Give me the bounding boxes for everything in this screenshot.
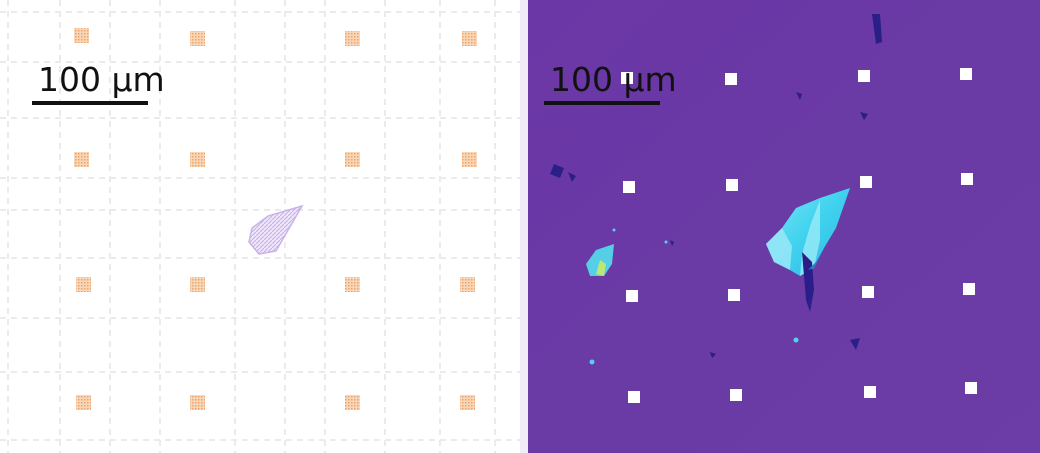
marker bbox=[74, 152, 89, 167]
alignment-markers bbox=[74, 28, 477, 410]
micrograph-panel: 100 µm bbox=[520, 0, 1040, 453]
debris bbox=[550, 14, 882, 358]
flake-outline bbox=[248, 204, 304, 255]
bright-specks bbox=[589, 228, 799, 365]
marker bbox=[860, 176, 872, 188]
small-flake bbox=[586, 244, 614, 276]
scalebar-label: 100 µm bbox=[550, 60, 677, 99]
marker bbox=[460, 277, 475, 292]
marker bbox=[345, 31, 360, 46]
marker bbox=[621, 72, 633, 84]
marker bbox=[190, 31, 205, 46]
large-flake bbox=[766, 188, 850, 312]
pattern-map-panel: 100 µm bbox=[0, 0, 520, 453]
marker bbox=[858, 70, 870, 82]
marker bbox=[626, 290, 638, 302]
grid-lines bbox=[0, 0, 520, 453]
marker bbox=[462, 152, 477, 167]
marker bbox=[190, 395, 205, 410]
marker bbox=[960, 68, 972, 80]
marker bbox=[628, 391, 640, 403]
marker bbox=[726, 179, 738, 191]
marker bbox=[462, 31, 477, 46]
marker bbox=[190, 152, 205, 167]
micrograph-graphic bbox=[520, 0, 1040, 453]
marker bbox=[76, 395, 91, 410]
marker bbox=[345, 277, 360, 292]
marker bbox=[965, 382, 977, 394]
scalebar-label: 100 µm bbox=[38, 60, 165, 99]
marker bbox=[961, 173, 973, 185]
marker bbox=[862, 286, 874, 298]
marker bbox=[728, 289, 740, 301]
marker bbox=[460, 395, 475, 410]
scalebar bbox=[544, 101, 660, 105]
marker bbox=[345, 395, 360, 410]
scalebar bbox=[32, 101, 148, 105]
marker bbox=[623, 181, 635, 193]
pattern-map-graphic bbox=[0, 0, 520, 453]
marker bbox=[864, 386, 876, 398]
marker bbox=[345, 152, 360, 167]
marker bbox=[730, 389, 742, 401]
marker bbox=[74, 28, 89, 43]
marker bbox=[190, 277, 205, 292]
marker bbox=[725, 73, 737, 85]
marker bbox=[76, 277, 91, 292]
alignment-markers bbox=[621, 68, 977, 403]
marker bbox=[963, 283, 975, 295]
